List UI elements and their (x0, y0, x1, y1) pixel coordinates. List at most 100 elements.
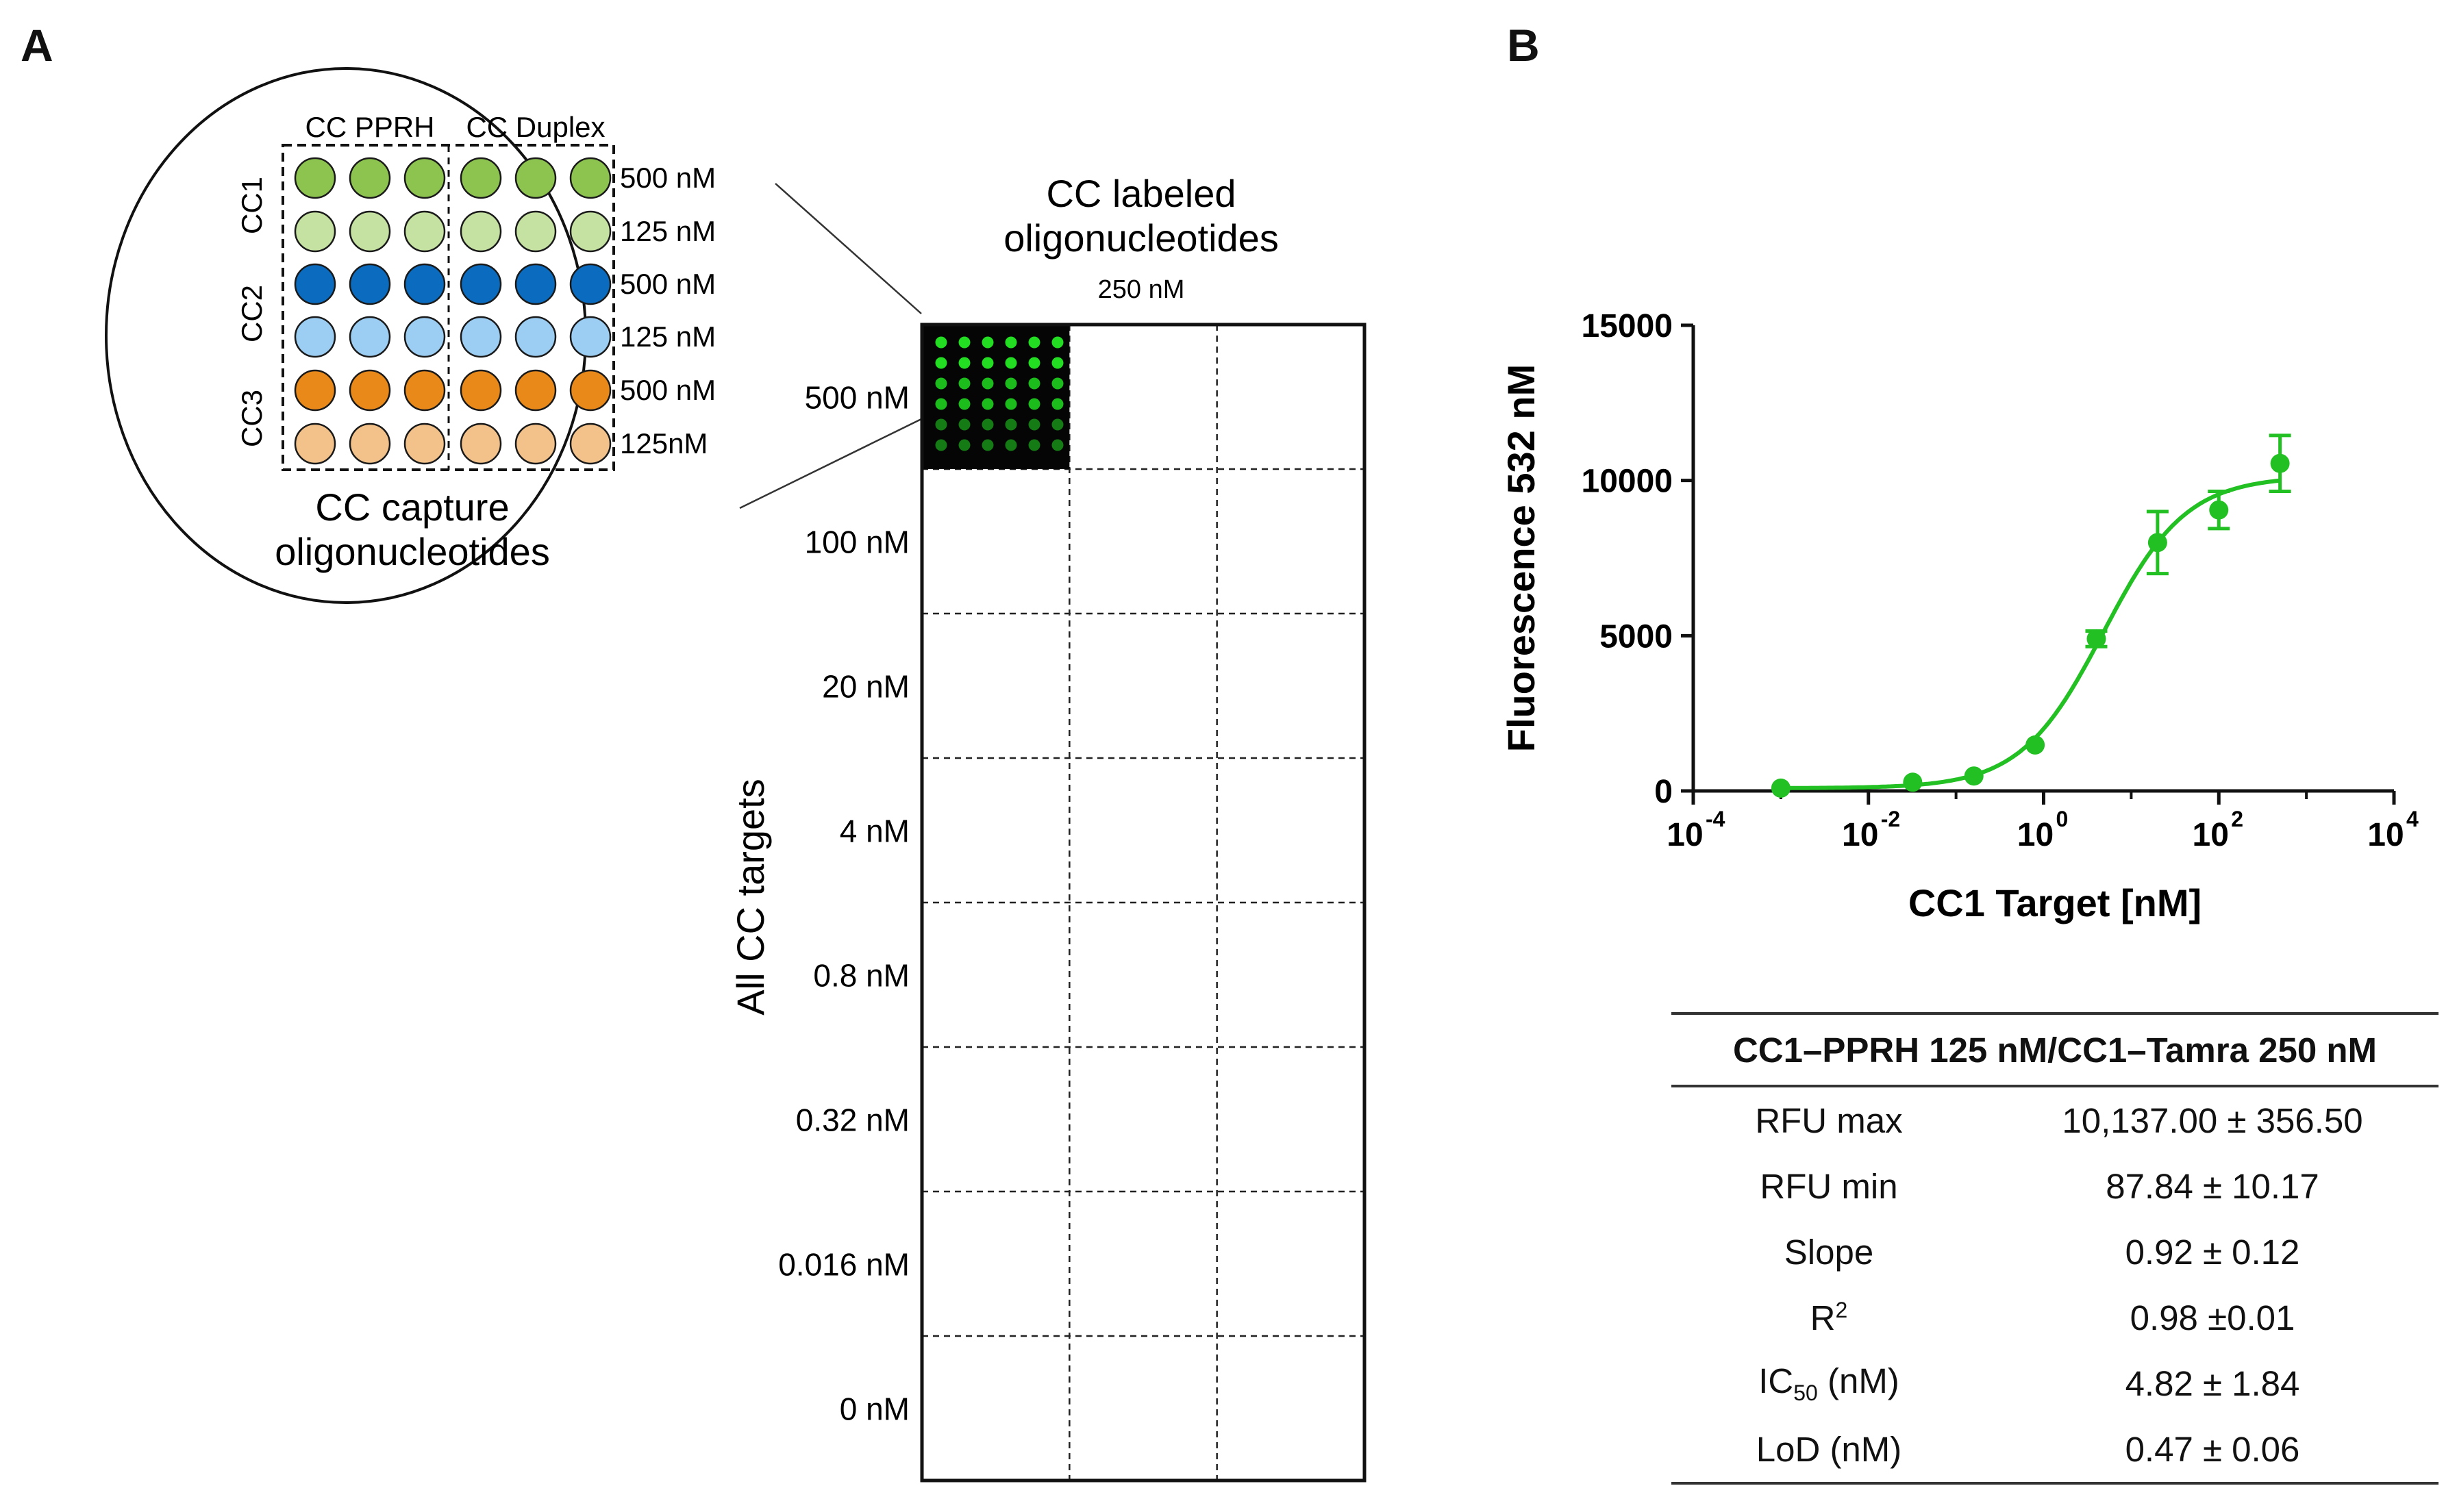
data-point (1964, 766, 1984, 786)
table-row: RFU max 10,137.00 ± 356.50 (1671, 1086, 2439, 1153)
inset-spot (514, 157, 557, 199)
table-row: Slope 0.92 ± 0.12 (1671, 1219, 2439, 1285)
inset-spot (460, 157, 502, 199)
fluorescent-spot (935, 398, 947, 410)
x-tick-exponent: 2 (2231, 807, 2243, 831)
fluorescent-spot (935, 418, 947, 431)
fluorescent-spot (1005, 398, 1017, 410)
fluorescent-spot (958, 398, 971, 410)
inset-spot (569, 316, 612, 358)
inset-spot (569, 210, 612, 253)
inset-spot (403, 263, 446, 305)
inset-spot (403, 157, 446, 199)
inset-spot (514, 423, 557, 465)
x-tick-label: 10 (2017, 817, 2054, 853)
inset-spot (460, 210, 502, 253)
fluorescent-spot (1051, 377, 1064, 390)
inset-spot (569, 369, 612, 412)
table-row: R2 0.98 ±0.01 (1671, 1285, 2439, 1350)
array-y-title: All CC targets (729, 779, 772, 1015)
x-tick-label: 10 (2193, 817, 2229, 853)
table-row: IC50 (nM) 4.82 ± 1.84 (1671, 1350, 2439, 1416)
fluorescent-spot (982, 418, 994, 431)
row-group-cc1: CC1 (236, 177, 268, 234)
inset-conc-label: 500 nM (620, 374, 716, 406)
fluorescent-spot (1028, 418, 1040, 431)
array-row-label: 0.32 nM (796, 1102, 910, 1138)
row-label: LoD (nM) (1671, 1416, 1986, 1485)
fluorescent-spot (1005, 336, 1017, 349)
inset-spot (349, 263, 391, 305)
x-tick-exponent: -4 (1706, 807, 1725, 831)
data-point (2086, 629, 2106, 648)
x-tick-label: 10 (2367, 817, 2404, 853)
inset-spot (349, 157, 391, 199)
inset-spot (403, 423, 446, 465)
inset-spot (403, 369, 446, 412)
fluorescent-spot (935, 439, 947, 451)
inset-spot (349, 423, 391, 465)
fluorescent-spot (1028, 439, 1040, 451)
fluorescent-spot (1028, 398, 1040, 410)
fluorescent-spot (958, 357, 971, 369)
array-title-line1: CC labeled (1046, 172, 1236, 215)
row-value: 0.47 ± 0.06 (1986, 1416, 2439, 1485)
inset-caption-line2: oligonucleotides (275, 530, 550, 573)
fluorescent-spot (982, 336, 994, 349)
fluorescent-spot (1028, 336, 1040, 349)
col-group-pprh: CC PPRH (305, 111, 434, 143)
y-tick-label: 10000 (1582, 464, 1673, 500)
inset-spot (294, 157, 336, 199)
row-value: 0.98 ±0.01 (2130, 1298, 2295, 1337)
inset-spot (349, 210, 391, 253)
fluorescent-spot (935, 377, 947, 390)
chart-y-label: Fluorescence 532 nM (1499, 364, 1543, 752)
panel-b-label: B (1507, 20, 1540, 71)
row-label: RFU max (1755, 1100, 1903, 1140)
fluorescent-spot (958, 439, 971, 451)
x-tick-exponent: 4 (2406, 807, 2419, 831)
ic50-unit: (nM) (1817, 1361, 1899, 1400)
array-subtitle: 250 nM (1098, 275, 1185, 304)
x-tick-exponent: 0 (2056, 807, 2069, 831)
inset-spot (460, 369, 502, 412)
array-row-label: 500 nM (805, 380, 910, 416)
fluorescent-spot (1051, 336, 1064, 349)
row-group-cc2: CC2 (236, 285, 268, 342)
fit-parameters-table: CC1–PPRH 125 nM/CC1–Tamra 250 nM RFU max… (1671, 1012, 2439, 1485)
table-row: LoD (nM) 0.47 ± 0.06 (1671, 1416, 2439, 1485)
fluorescent-spot (982, 357, 994, 369)
fluorescent-spot (958, 418, 971, 431)
fluorescent-spot (1051, 439, 1064, 451)
array-slide-border (920, 323, 1367, 1483)
col-group-duplex: CC Duplex (466, 111, 605, 143)
inset-spot (569, 263, 612, 305)
inset-conc-label: 500 nM (620, 268, 716, 300)
row-value: 4.82 ± 1.84 (2125, 1363, 2300, 1403)
fluorescent-spot (1005, 377, 1017, 390)
data-point (1771, 778, 1791, 798)
inset-spot (460, 423, 502, 465)
row-value: 87.84 ± 10.17 (2106, 1166, 2319, 1206)
r-squared-base: R (1810, 1298, 1836, 1337)
fluorescent-spot (1051, 398, 1064, 410)
x-tick-label: 10 (1842, 817, 1878, 853)
fluorescent-spot (1051, 418, 1064, 431)
fluorescent-spot (935, 357, 947, 369)
inset-spot (294, 263, 336, 305)
inset-spot (403, 316, 446, 358)
fluorescent-spot (1005, 439, 1017, 451)
inset-spot (514, 263, 557, 305)
array-row-label: 0 nM (840, 1391, 910, 1427)
fluorescent-spot (982, 377, 994, 390)
inset-spot (349, 316, 391, 358)
array-row-label: 4 nM (840, 814, 910, 849)
ic50-base: IC (1758, 1361, 1794, 1400)
fluorescent-spot (958, 336, 971, 349)
inset-spot (460, 316, 502, 358)
inset-spot (294, 210, 336, 253)
row-label: IC50 (nM) (1671, 1350, 1986, 1416)
fluorescent-spot (935, 336, 947, 349)
row-group-cc3: CC3 (236, 390, 268, 447)
